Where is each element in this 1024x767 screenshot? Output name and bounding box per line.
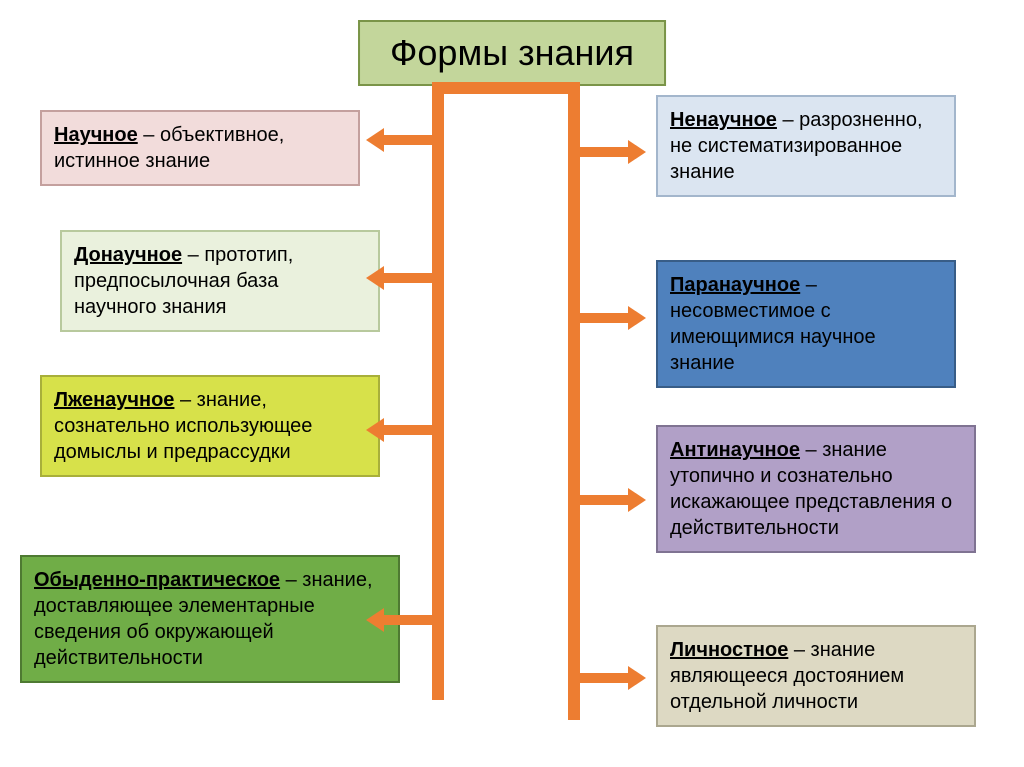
form-term: Антинаучное — [670, 439, 800, 461]
form-term: Ненаучное — [670, 109, 777, 131]
stem-right — [568, 82, 580, 720]
form-term: Лженаучное — [54, 389, 174, 411]
form-term: Научное — [54, 124, 138, 146]
form-box: Антинаучное – знание утопично и сознател… — [656, 425, 976, 553]
stem-br — [568, 708, 580, 720]
form-box: Ненаучное – разрозненно, не систематизир… — [656, 95, 956, 197]
form-box: Донаучное – прототип, предпосылочная баз… — [60, 230, 380, 332]
form-box: Паранаучное – несовместимое с имеющимися… — [656, 260, 956, 388]
stem-top — [432, 82, 580, 94]
form-box: Научное – объективное, истинное знание — [40, 110, 360, 186]
form-term: Донаучное — [74, 244, 182, 266]
form-box: Лженаучное – знание, сознательно использ… — [40, 375, 380, 477]
stem-left — [432, 82, 444, 700]
form-term: Личностное — [670, 639, 788, 661]
stem-bl — [432, 688, 444, 700]
form-box: Личностное – знание являющееся достояние… — [656, 625, 976, 727]
form-box: Обыденно-практическое – знание, доставля… — [20, 555, 400, 683]
diagram-title: Формы знания — [358, 20, 666, 86]
form-term: Паранаучное — [670, 274, 800, 296]
form-term: Обыденно-практическое — [34, 569, 280, 591]
